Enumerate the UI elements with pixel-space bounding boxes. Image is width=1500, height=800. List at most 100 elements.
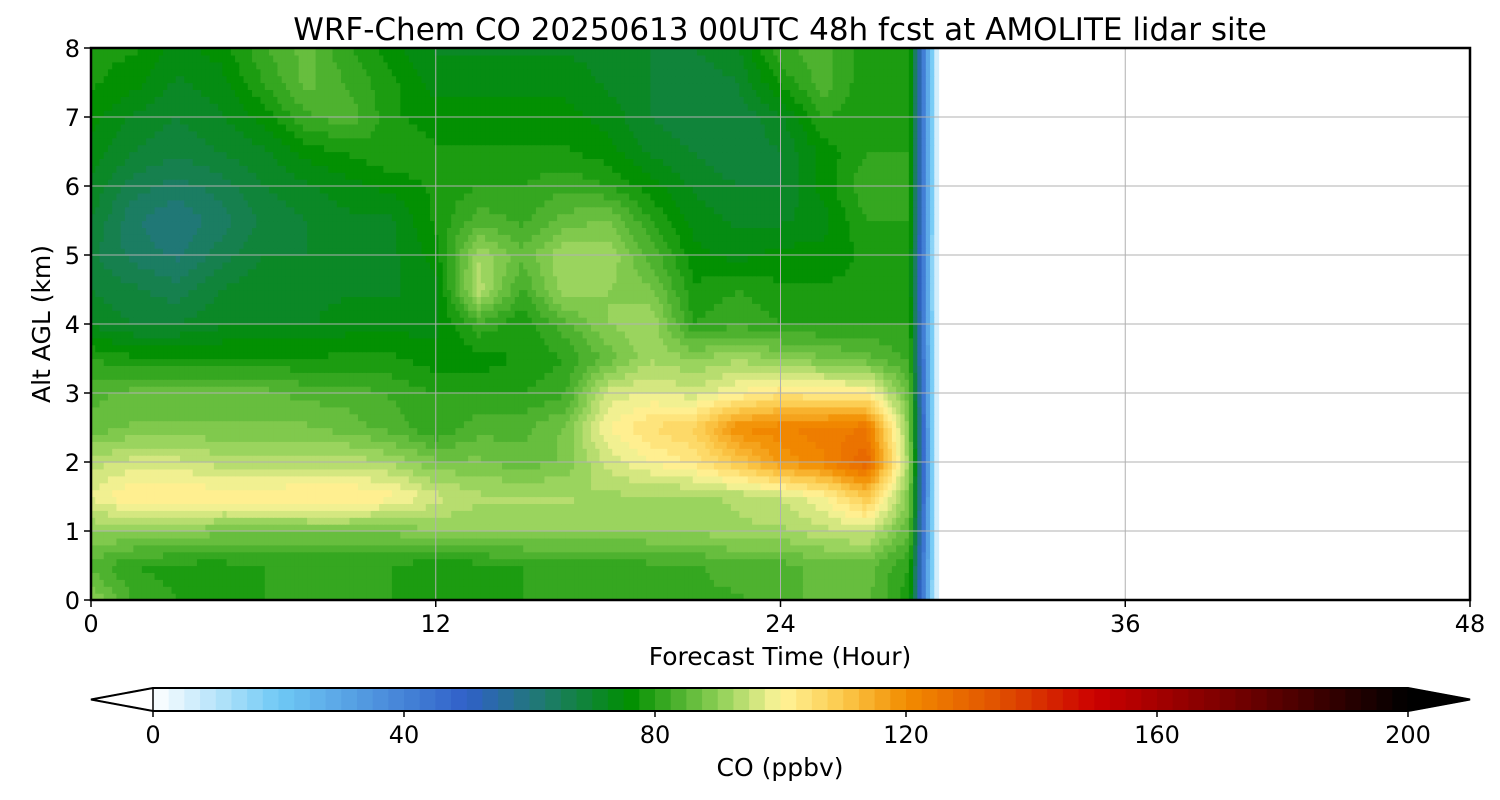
heatmap-cell [739,537,745,546]
heatmap-cell [243,579,249,587]
heatmap-cell [730,475,736,484]
heatmap-cell [201,455,207,463]
heatmap-cell [315,572,321,580]
heatmap-cell [739,572,745,580]
heatmap-cell [548,496,554,504]
heatmap-cell [324,510,329,518]
heatmap-cell [578,524,584,532]
heatmap-cell [446,593,452,600]
heatmap-cell [391,524,397,532]
heatmap-cell [213,565,219,573]
heatmap-cell [769,586,774,594]
heatmap-cell [713,579,719,587]
heatmap-cell [709,524,715,532]
heatmap-cell [218,496,223,504]
heatmap-cell [332,455,338,463]
heatmap-cell [603,544,609,553]
heatmap-cell [146,537,151,546]
heatmap-cell [442,558,448,567]
heatmap-cell [798,517,804,525]
heatmap-cell [95,455,101,463]
heatmap-cell [357,475,363,484]
heatmap-cell [518,517,524,525]
heatmap-cell [425,455,431,463]
heatmap-cell [141,462,147,470]
heatmap-cell [425,434,431,442]
heatmap-cell [650,551,656,560]
heatmap-cell [824,517,829,525]
heatmap-cell [531,510,537,518]
heatmap-cell [514,427,520,435]
heatmap-cell [133,593,139,600]
heatmap-cell [841,572,846,580]
heatmap-cell [845,427,851,435]
heatmap-cell [637,434,643,442]
heatmap-cell [421,572,427,580]
heatmap-cell [247,468,253,477]
heatmap-cell [891,544,897,553]
heatmap-cell [696,482,702,491]
heatmap-cell [595,531,601,539]
heatmap-cell [680,482,685,491]
heatmap-cell [518,544,524,553]
heatmap-cell [332,517,338,525]
heatmap-cell [167,551,173,560]
heatmap-cell [866,482,872,491]
heatmap-cell [120,462,126,470]
heatmap-cell [341,524,346,532]
heatmap-cell [798,551,804,560]
heatmap-cell [841,503,846,511]
heatmap-cell [637,455,643,463]
heatmap-cell [675,558,681,567]
heatmap-cell [277,441,283,449]
heatmap-cell [311,524,317,532]
heatmap-cell [769,593,774,600]
heatmap-cell [925,558,931,567]
heatmap-cell [383,441,389,449]
heatmap-cell [739,434,745,442]
heatmap-cell [828,517,834,525]
heatmap-cell [315,503,321,511]
heatmap-cell [718,558,723,567]
heatmap-cell [540,503,546,511]
heatmap-cell [425,531,431,539]
heatmap-cell [769,551,774,560]
heatmap-cell [845,544,851,553]
heatmap-cell [124,524,130,532]
heatmap-cell [430,468,435,477]
heatmap-cell [302,462,308,470]
heatmap-cell [120,434,126,442]
heatmap-cell [654,503,660,511]
heatmap-cell [298,537,304,546]
heatmap-cell [582,482,588,491]
heatmap-cell [243,468,249,477]
heatmap-cell [836,537,842,546]
heatmap-cell [764,517,770,525]
heatmap-cell [862,517,868,525]
heatmap-cell [824,531,829,539]
heatmap-cell [845,565,851,573]
heatmap-cell [116,579,122,587]
heatmap-cell [802,434,808,442]
heatmap-cell [349,586,355,594]
heatmap-cell [307,565,312,573]
heatmap-cell [540,558,546,567]
heatmap-cell [273,427,279,435]
heatmap-cell [879,558,885,567]
heatmap-cell [315,468,321,477]
heatmap-cell [574,572,579,580]
heatmap-cell [807,524,812,532]
heatmap-cell [226,489,232,498]
heatmap-cell [387,455,393,463]
heatmap-cell [624,565,630,573]
heatmap-cell [561,531,567,539]
heatmap-cell [438,524,444,532]
heatmap-cell [747,544,753,553]
heatmap-cell [917,503,923,511]
heatmap-cell [633,462,639,470]
heatmap-cell [785,544,791,553]
heatmap-cell [146,448,151,456]
heatmap-cell [917,434,923,442]
heatmap-cell [739,558,745,567]
heatmap-cell [213,503,219,511]
